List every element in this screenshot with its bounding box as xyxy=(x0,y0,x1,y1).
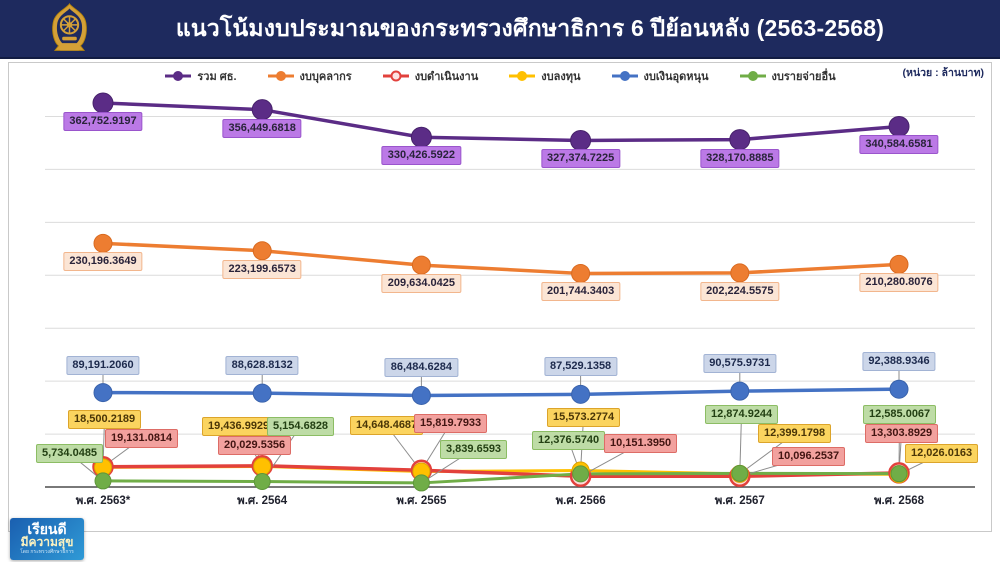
series-0-marker xyxy=(888,115,910,137)
series-4-marker xyxy=(252,383,272,403)
legend-label: งบเงินอุดหนุน xyxy=(643,71,709,83)
series-1-marker xyxy=(571,263,591,283)
legend-label: งบดำเนินงาน xyxy=(414,71,479,83)
chart-legend: รวม ศธ. งบบุคลากร งบดำเนินงาน งบลงทุน งบเงิน… xyxy=(0,66,1000,86)
badge-line1: เรียนดี xyxy=(27,521,67,537)
header-bar: แนวโน้มงบประมาณของกระทรวงศึกษาธิการ 6 ปี… xyxy=(0,0,1000,59)
legend-item-0: รวม ศธ. xyxy=(164,67,237,85)
series-line-2 xyxy=(102,464,900,479)
series-1-marker xyxy=(730,263,750,283)
series-1-marker xyxy=(93,233,113,253)
series-1-marker xyxy=(252,241,272,261)
series-0-marker xyxy=(410,126,432,148)
legend-item-2: งบดำเนินงาน xyxy=(382,67,479,85)
series-5-marker xyxy=(94,472,112,490)
series-0-marker xyxy=(729,129,751,151)
series-4-marker xyxy=(93,383,113,403)
legend-marker-icon xyxy=(165,71,192,81)
legend-marker-icon xyxy=(611,71,638,81)
badge-line2: มีความสุข xyxy=(20,535,74,549)
series-5-marker xyxy=(253,473,271,491)
legend-item-3: งบลงทุน xyxy=(508,67,581,85)
legend-marker-icon xyxy=(739,71,766,81)
legend-label: งบบุคลากร xyxy=(299,71,352,83)
legend-item-4: งบเงินอุดหนุน xyxy=(611,67,709,85)
series-5-marker xyxy=(731,464,749,482)
legend-label: งบรายจ่ายอื่น xyxy=(771,71,836,83)
page-title: แนวโน้มงบประมาณของกระทรวงศึกษาธิการ 6 ปี… xyxy=(175,14,885,41)
series-4-marker xyxy=(411,385,431,405)
legend-marker-icon xyxy=(382,70,409,82)
series-4-marker xyxy=(889,379,909,399)
series-0-marker xyxy=(92,92,114,114)
unit-label: (หน่วย : ล้านบาท) xyxy=(902,67,984,79)
series-line-4 xyxy=(102,387,900,398)
series-3-marker xyxy=(253,457,272,476)
label-leader-line xyxy=(739,414,742,474)
series-line-1 xyxy=(102,241,900,276)
legend-item-1: งบบุคลากร xyxy=(267,67,352,85)
badge-line3: โดย กระทรวงศึกษาธิการ xyxy=(20,549,74,555)
series-5-marker xyxy=(572,465,590,483)
series-5-marker xyxy=(412,474,430,492)
series-line-5 xyxy=(102,471,900,485)
legend-label: รวม ศธ. xyxy=(197,71,237,83)
series-1-marker xyxy=(889,254,909,274)
legend-label: งบลงทุน xyxy=(541,71,581,83)
legend-marker-icon xyxy=(267,71,294,81)
legend-marker-icon xyxy=(509,71,536,81)
label-leader-line xyxy=(739,433,795,475)
series-1-marker xyxy=(411,255,431,275)
series-4-marker xyxy=(571,384,591,404)
series-5-marker xyxy=(890,465,908,483)
series-0-marker xyxy=(570,129,592,151)
learn-well-be-happy-badge: เรียนดี มีความสุข โดย กระทรวงศึกษาธิการ xyxy=(10,518,84,560)
legend-item-5: งบรายจ่ายอื่น xyxy=(739,67,836,85)
series-line-0 xyxy=(102,101,900,143)
ministry-of-education-emblem-icon xyxy=(52,3,87,51)
series-4-marker xyxy=(730,381,750,401)
series-0-marker xyxy=(251,99,273,121)
